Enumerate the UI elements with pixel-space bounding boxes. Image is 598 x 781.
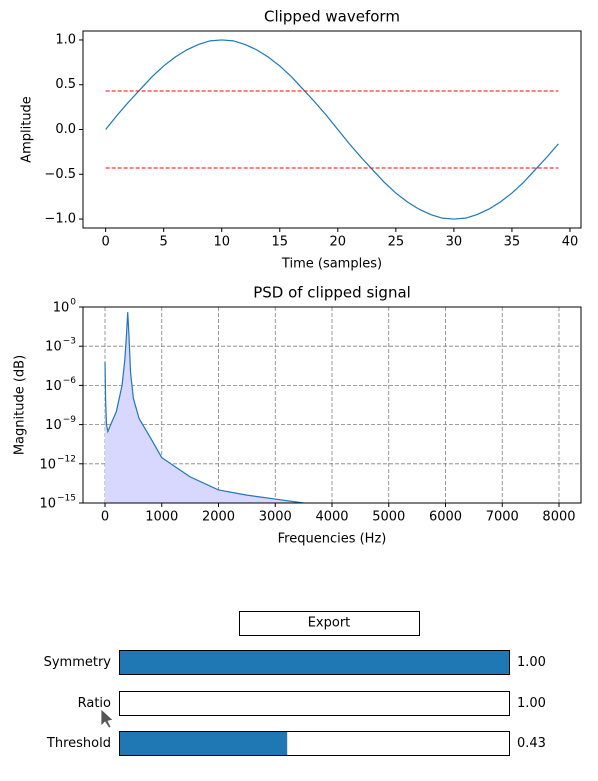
x-tick-label: 1000 [145, 510, 178, 525]
slider[interactable]: Ratio 1.00 [78, 691, 546, 716]
slider-track[interactable] [119, 691, 510, 716]
area-fill [105, 312, 559, 503]
mouse-cursor [100, 708, 114, 729]
slider-label: Symmetry [44, 655, 112, 670]
x-tick-label: 4000 [315, 510, 348, 525]
button-frame[interactable] [239, 611, 420, 636]
x-tick-label: 20 [330, 235, 347, 250]
slider-frame [119, 650, 510, 675]
y-tick-exponent: −3 [63, 337, 76, 347]
x-tick-label: 25 [388, 235, 405, 250]
y-tick-label: −910 [45, 415, 76, 433]
y-tick-label: 1.0 [55, 32, 76, 47]
x-tick-label: 7000 [486, 510, 519, 525]
y-tick-label: −0.5 [44, 167, 76, 182]
y-tick-base: 10 [45, 340, 62, 355]
x-tick-label: 5000 [372, 510, 405, 525]
x-tick-label: 10 [213, 235, 230, 250]
slider-fill[interactable] [119, 731, 288, 756]
chart-title: PSD of clipped signal [253, 284, 411, 302]
x-tick-label: 2000 [202, 510, 235, 525]
y-tick-base: 10 [53, 301, 70, 316]
slider-value: 0.43 [517, 736, 546, 751]
axes-frame [82, 306, 582, 504]
y-tick-exponent: −12 [57, 454, 76, 464]
x-axis-label: Frequencies (Hz) [278, 532, 387, 547]
x-tick-label: 8000 [542, 510, 575, 525]
x-tick-label: 0 [101, 235, 109, 250]
axes-frame [82, 30, 582, 229]
y-tick-label: 0.5 [55, 77, 76, 92]
y-tick-base: 10 [39, 497, 56, 512]
y-axis-label: Amplitude [20, 96, 35, 163]
line-series [105, 39, 559, 220]
y-tick-exponent: −6 [63, 376, 77, 386]
x-tick-label: 3000 [259, 510, 292, 525]
y-tick-label: −310 [45, 337, 76, 355]
x-tick-label: 40 [562, 235, 579, 250]
slider-label: Threshold [46, 736, 111, 751]
x-tick-label: 30 [446, 235, 463, 250]
slider-value: 1.00 [517, 696, 546, 711]
y-tick-label: −610 [45, 376, 76, 394]
button-label[interactable]: Export [308, 616, 351, 631]
y-tick-label: 010 [53, 298, 77, 316]
slider-value: 1.00 [517, 655, 546, 670]
slider-fill[interactable] [119, 650, 510, 675]
y-tick-base: 10 [45, 379, 62, 394]
x-tick-label: 35 [504, 235, 521, 250]
y-tick-exponent: −9 [63, 415, 77, 425]
x-tick-label: 5 [160, 235, 168, 250]
slider[interactable]: Threshold 0.43 [46, 731, 546, 756]
y-tick-base: 10 [39, 457, 56, 472]
x-tick-label: 0 [101, 510, 109, 525]
x-tick-label: 6000 [429, 510, 462, 525]
export-button[interactable]: Export [239, 611, 420, 636]
y-tick-base: 10 [45, 418, 62, 433]
line-series [104, 312, 309, 503]
y-tick-label: 0.0 [55, 122, 76, 137]
y-tick-label: −1.0 [44, 212, 76, 227]
slider-frame [119, 691, 510, 716]
chart-title: Clipped waveform [264, 8, 400, 26]
y-tick-exponent: 0 [70, 298, 76, 308]
x-tick-label: 15 [271, 235, 288, 250]
x-axis-label: Time (samples) [281, 257, 382, 272]
y-tick-exponent: −15 [57, 494, 76, 504]
slider[interactable]: Symmetry 1.00 [44, 650, 546, 675]
y-axis-label: Magnitude (dB) [13, 355, 28, 455]
slider-frame [119, 731, 510, 756]
slider-label: Ratio [78, 696, 111, 711]
